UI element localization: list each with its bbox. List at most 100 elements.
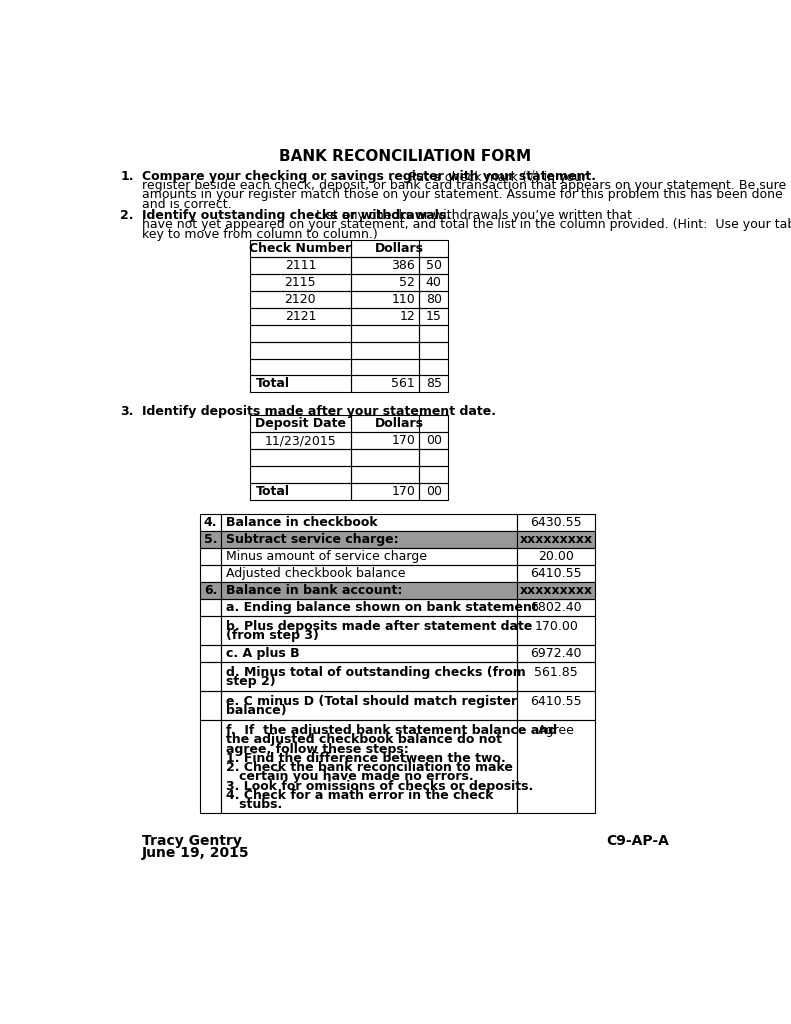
Text: Total: Total xyxy=(256,378,290,390)
Text: 15: 15 xyxy=(426,309,441,323)
Bar xyxy=(199,615,221,645)
Text: xxxxxxxxx: xxxxxxxxx xyxy=(520,584,592,597)
Bar xyxy=(350,257,419,273)
Text: 3. Look for omissions of checks or deposits.: 3. Look for omissions of checks or depos… xyxy=(226,779,533,793)
Bar xyxy=(199,548,221,565)
Bar xyxy=(221,645,517,662)
Text: Compare your checking or savings register with your statement.: Compare your checking or savings registe… xyxy=(142,170,596,183)
Bar xyxy=(199,514,221,531)
Bar xyxy=(199,599,221,615)
Bar xyxy=(221,531,517,548)
Text: Subtract service charge:: Subtract service charge: xyxy=(226,532,399,546)
Text: Deposit Date: Deposit Date xyxy=(255,418,346,430)
Text: Check Number: Check Number xyxy=(249,242,351,255)
Text: 386: 386 xyxy=(392,259,415,271)
Bar xyxy=(350,416,448,432)
Bar xyxy=(350,358,419,376)
Text: certain you have made no errors.: certain you have made no errors. xyxy=(226,770,474,783)
Bar xyxy=(199,691,221,721)
Bar xyxy=(419,466,448,483)
Text: 6.: 6. xyxy=(204,584,218,597)
Text: 2120: 2120 xyxy=(285,293,316,306)
Bar xyxy=(419,483,448,500)
Bar xyxy=(350,240,448,257)
Text: a. Ending balance shown on bank statement: a. Ending balance shown on bank statemen… xyxy=(226,601,538,613)
Bar xyxy=(221,615,517,645)
Bar xyxy=(250,450,350,466)
Bar xyxy=(250,240,350,257)
Bar xyxy=(350,307,419,325)
Text: balance): balance) xyxy=(226,705,286,717)
Text: List any checks or withdrawals you’ve written that: List any checks or withdrawals you’ve wr… xyxy=(312,209,632,222)
Bar xyxy=(199,645,221,662)
Text: 00: 00 xyxy=(426,485,441,499)
Bar xyxy=(419,450,448,466)
Bar xyxy=(350,483,419,500)
Bar xyxy=(199,582,221,599)
Text: 6410.55: 6410.55 xyxy=(530,567,582,580)
Text: and is correct.: and is correct. xyxy=(142,198,231,211)
Text: f.  If  the adjusted bank statement balance and: f. If the adjusted bank statement balanc… xyxy=(226,724,557,737)
Text: d. Minus total of outstanding checks (from: d. Minus total of outstanding checks (fr… xyxy=(226,666,526,679)
Bar xyxy=(221,582,517,599)
Bar xyxy=(419,273,448,291)
Text: 6972.40: 6972.40 xyxy=(531,647,582,659)
Text: BANK RECONCILIATION FORM: BANK RECONCILIATION FORM xyxy=(279,150,531,164)
Text: Identify deposits made after your statement date.: Identify deposits made after your statem… xyxy=(142,404,495,418)
Bar xyxy=(419,358,448,376)
Text: 2.: 2. xyxy=(120,209,134,222)
Bar xyxy=(419,325,448,342)
Text: 20.00: 20.00 xyxy=(538,550,574,563)
Bar xyxy=(350,291,419,307)
Bar xyxy=(250,325,350,342)
Text: Balance in checkbook: Balance in checkbook xyxy=(226,516,377,529)
Text: register beside each check, deposit, or bank card transaction that appears on yo: register beside each check, deposit, or … xyxy=(142,179,791,193)
Text: xxxxxxxxx: xxxxxxxxx xyxy=(520,532,592,546)
Bar xyxy=(250,257,350,273)
Text: 2115: 2115 xyxy=(285,275,316,289)
Text: 6802.40: 6802.40 xyxy=(530,601,582,613)
Text: 4.: 4. xyxy=(204,516,218,529)
Text: 52: 52 xyxy=(399,275,415,289)
Text: 1.: 1. xyxy=(120,170,134,183)
Text: b. Plus deposits made after statement date: b. Plus deposits made after statement da… xyxy=(226,620,532,633)
Text: Identify outstanding checks or withdrawals.: Identify outstanding checks or withdrawa… xyxy=(142,209,451,222)
Bar xyxy=(517,599,595,615)
Bar xyxy=(419,432,448,450)
Text: 5.: 5. xyxy=(204,532,218,546)
Bar xyxy=(221,565,517,582)
Bar xyxy=(517,691,595,721)
Bar xyxy=(517,615,595,645)
Text: 170.00: 170.00 xyxy=(534,620,578,633)
Text: 561: 561 xyxy=(392,378,415,390)
Bar xyxy=(419,307,448,325)
Text: 12: 12 xyxy=(399,309,415,323)
Text: 11/23/2015: 11/23/2015 xyxy=(264,434,336,447)
Bar xyxy=(250,432,350,450)
Bar xyxy=(199,565,221,582)
Text: Balance in bank account:: Balance in bank account: xyxy=(226,584,403,597)
Bar xyxy=(250,342,350,358)
Text: 2121: 2121 xyxy=(285,309,316,323)
Text: key to move from column to column.): key to move from column to column.) xyxy=(142,227,377,241)
Text: Minus amount of service charge: Minus amount of service charge xyxy=(226,550,427,563)
Text: 561.85: 561.85 xyxy=(534,666,578,679)
Bar xyxy=(419,376,448,392)
Text: 00: 00 xyxy=(426,434,441,447)
Bar xyxy=(419,257,448,273)
Bar xyxy=(350,273,419,291)
Bar xyxy=(250,307,350,325)
Text: Agree: Agree xyxy=(538,724,574,737)
Text: C9-AP-A: C9-AP-A xyxy=(607,835,669,848)
Bar xyxy=(419,291,448,307)
Text: 110: 110 xyxy=(392,293,415,306)
Text: Adjusted checkbook balance: Adjusted checkbook balance xyxy=(226,567,406,580)
Text: June 19, 2015: June 19, 2015 xyxy=(142,846,249,860)
Bar xyxy=(250,376,350,392)
Text: (from step 3): (from step 3) xyxy=(226,629,319,642)
Text: 2111: 2111 xyxy=(285,259,316,271)
Bar xyxy=(250,358,350,376)
Text: Dollars: Dollars xyxy=(375,418,424,430)
Bar xyxy=(517,721,595,813)
Text: 50: 50 xyxy=(426,259,441,271)
